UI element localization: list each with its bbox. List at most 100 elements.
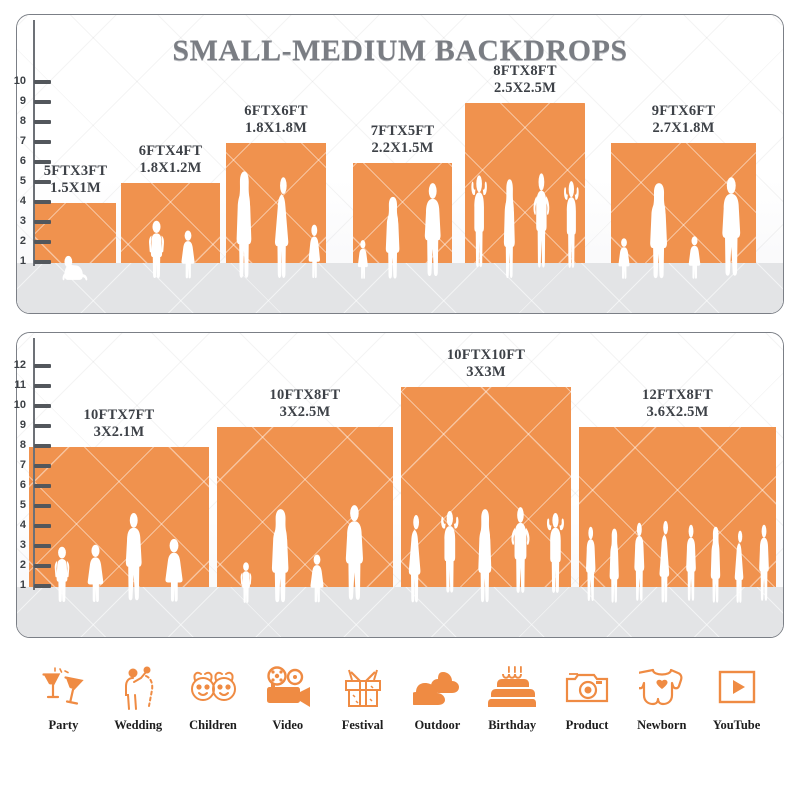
axis-tick <box>34 260 51 264</box>
baby-onesie-icon <box>638 660 685 714</box>
use-case-item-party[interactable]: Party <box>26 660 101 733</box>
axis-tick <box>34 200 51 204</box>
axis-tick-label: 5 <box>19 175 26 187</box>
axis-tick-label: 5 <box>19 499 26 511</box>
backdrop-size-bar <box>401 387 571 587</box>
axis-tick <box>34 444 51 448</box>
axis-tick <box>34 364 51 368</box>
backdrop-size-bar <box>29 447 209 587</box>
axis-tick-label: 10 <box>13 75 26 87</box>
chart-panel-large: 10FTX7FT 3X2.1M 10FTX8FT 3X2.5M <box>16 332 784 638</box>
bar-size-imperial: 9FTX6FT <box>651 103 716 119</box>
axis-tick <box>34 100 51 104</box>
bar-size-label: 9FTX6FT 2.7X1.8M <box>614 103 754 136</box>
bride-groom-icon <box>116 660 160 714</box>
use-case-label: Festival <box>341 718 384 732</box>
floor-hatch-pattern <box>17 587 783 637</box>
axis-tick-label: 2 <box>19 559 26 571</box>
cheers-glasses-icon <box>40 660 86 714</box>
use-case-label: Newborn <box>637 718 687 732</box>
backdrop-size-bar <box>579 427 776 587</box>
axis-tick-label: 10 <box>13 399 26 411</box>
bar-size-label: 10FTX10FT 3X3M <box>416 347 556 380</box>
axis-tick-label: 1 <box>19 579 26 591</box>
bar-hatch-pattern <box>611 143 756 263</box>
axis-tick-label: 6 <box>19 155 26 167</box>
bar-size-label: 7FTX5FT 2.2X1.5M <box>333 123 473 156</box>
axis-tick <box>34 504 51 508</box>
use-case-item-video[interactable]: Video <box>250 660 325 733</box>
axis-tick-label: 12 <box>13 359 26 371</box>
axis-tick <box>34 484 51 488</box>
use-case-item-product[interactable]: Product <box>550 660 625 733</box>
bar-size-imperial: 6FTX6FT <box>244 103 308 119</box>
cloud-sun-icon <box>413 660 461 714</box>
bar-size-label: 10FTX7FT 3X2.1M <box>49 407 189 440</box>
axis-tick <box>34 180 51 184</box>
chart-floor <box>17 587 783 637</box>
use-case-label: Birthday <box>488 718 537 732</box>
two-kid-faces-icon <box>187 660 239 714</box>
axis-tick-label: 3 <box>19 539 26 551</box>
use-case-item-newborn[interactable]: Newborn <box>624 660 699 733</box>
bar-size-imperial: 7FTX5FT <box>370 123 435 139</box>
use-case-item-birthday[interactable]: Birthday <box>475 660 550 733</box>
axis-tick-label: 7 <box>19 135 26 147</box>
axis-tick <box>34 240 51 244</box>
bar-size-metric: 1.5X1M <box>50 179 101 196</box>
axis-tick-label: 9 <box>19 95 26 107</box>
bar-size-metric: 1.8X1.8M <box>244 119 307 136</box>
axis-tick-label: 3 <box>19 215 26 227</box>
axis-tick <box>34 544 51 548</box>
use-case-label: Party <box>48 718 79 732</box>
backdrop-size-bar <box>226 143 326 263</box>
axis-tick-label: 8 <box>19 115 26 127</box>
use-case-label: Outdoor <box>414 718 461 732</box>
axis-tick-label: 11 <box>14 379 26 391</box>
bar-size-label: 12FTX8FT 3.6X2.5M <box>608 387 748 420</box>
use-case-item-outdoor[interactable]: Outdoor <box>400 660 475 733</box>
bar-size-metric: 1.8X1.2M <box>139 159 202 176</box>
backdrop-size-bar <box>217 427 393 587</box>
use-case-item-youtube[interactable]: YouTube <box>699 660 774 733</box>
use-case-icon-strip: Party Wedding Children Video <box>16 660 784 760</box>
axis-tick <box>34 584 51 588</box>
use-case-item-children[interactable]: Children <box>176 660 251 733</box>
axis-tick-label: 9 <box>19 419 26 431</box>
bar-size-label: 6FTX4FT 1.8X1.2M <box>101 143 241 176</box>
bar-size-imperial: 12FTX8FT <box>642 387 713 403</box>
backdrop-size-bar <box>611 143 756 263</box>
bar-size-imperial: 6FTX4FT <box>138 143 203 159</box>
bar-hatch-pattern <box>226 143 326 263</box>
bar-size-label: 6FTX6FT 1.8X1.8M <box>206 103 346 136</box>
axis-tick-label: 8 <box>19 439 26 451</box>
backdrop-size-bar <box>353 163 452 263</box>
bar-hatch-pattern <box>401 387 571 587</box>
bar-size-label: 5FTX3FT 1.5X1M <box>17 163 146 196</box>
axis-tick <box>34 464 51 468</box>
use-case-item-festival[interactable]: Festival <box>325 660 400 733</box>
axis-tick-label: 1 <box>19 255 26 267</box>
bar-size-imperial: 10FTX10FT <box>446 347 526 363</box>
chart-floor <box>17 263 783 313</box>
axis-tick-label: 6 <box>19 479 26 491</box>
axis-tick <box>34 160 51 164</box>
bar-hatch-pattern <box>579 427 776 587</box>
axis-tick <box>34 140 51 144</box>
use-case-label: Product <box>565 718 609 732</box>
bar-size-metric: 3.6X2.5M <box>646 403 709 420</box>
axis-tick <box>34 564 51 568</box>
bar-size-metric: 2.5X2.5M <box>493 79 556 96</box>
axis-tick-label: 7 <box>19 459 26 471</box>
bar-size-metric: 2.7X1.8M <box>652 119 715 136</box>
use-case-item-wedding[interactable]: Wedding <box>101 660 176 733</box>
use-case-label: Children <box>189 718 237 732</box>
bar-size-label: 8FTX8FT 2.5X2.5M <box>455 63 595 96</box>
bar-size-metric: 3X2.5M <box>279 403 331 420</box>
bar-size-metric: 3X2.1M <box>93 423 145 440</box>
bar-size-imperial: 5FTX3FT <box>43 163 108 179</box>
floor-hatch-pattern <box>17 263 783 313</box>
bar-hatch-pattern <box>217 427 393 587</box>
backdrop-size-bar <box>35 203 116 263</box>
bar-size-imperial: 10FTX8FT <box>269 387 341 403</box>
